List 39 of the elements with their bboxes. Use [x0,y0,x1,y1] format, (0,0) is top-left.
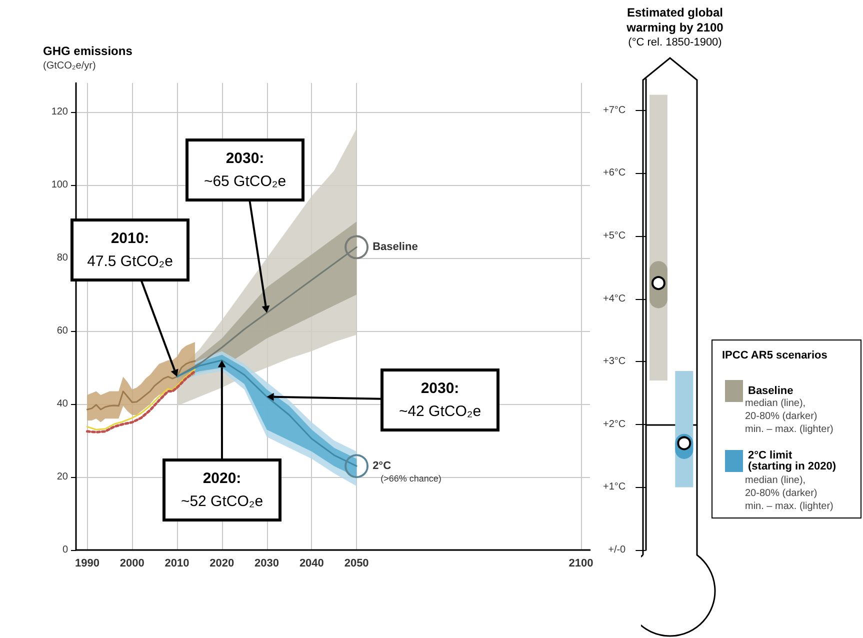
x-tick-label: 2020 [210,558,234,570]
y-tick-label: +6°C [602,168,626,179]
text: median (line), 20-80% (darker) min. – max. (lighter) [745,398,834,435]
y-tick-label: 60 [56,326,68,337]
series-label: 2°C [372,460,392,472]
y-tick-label: 40 [56,398,68,410]
x-tick-label: 1990 [74,558,100,570]
legend-title: IPCC AR5 scenarios [722,350,828,362]
chart-subtitle: (GtCO₂e/yr) [43,60,96,72]
y-tick-label: 100 [51,180,68,191]
y-tick-label: +1°C [602,482,626,493]
x-tick-label: 2030 [254,558,280,570]
y-tick-label: +2°C [602,418,626,430]
chart-title: GHG emissions [43,44,133,58]
x-tick-label: 2000 [120,558,144,570]
chart-title: Estimated global warming by 2100 [626,6,724,34]
y-tick-label: +5°C [602,230,626,242]
y-tick-label: +7°C [602,104,626,116]
y-tick-label: +3°C [602,356,626,368]
annotation: 2030: ~65 GtCO₂e [204,150,286,190]
annotation: (>66% chance) [380,474,442,484]
y-tick-label: 0 [62,544,68,556]
x-tick-label: 2010 [164,558,190,570]
x-tick-label: 2040 [299,558,324,570]
legend-label: Baseline [748,385,794,397]
series-label: Baseline [372,241,418,254]
y-tick-label: +4°C [602,293,626,304]
text: median (line), 20-80% (darker) min. – max. (lighter) [745,475,834,512]
y-tick-label: 80 [56,252,68,264]
y-tick-label: 20 [56,472,68,483]
annotation: 2030: ~42 GtCO₂e [398,380,482,420]
chart-subtitle: (°C rel. 1850-1900) [628,36,722,48]
x-tick-label: 2050 [344,558,369,570]
legend-label: 2°C limit (starting in 2020) [748,450,836,472]
y-tick-label: +/-0 [608,544,626,556]
y-tick-label: 120 [51,106,68,118]
annotation: 2020: ~52 GtCO₂e [180,470,264,510]
x-tick-label: 2100 [568,558,594,570]
annotation: 2010: 47.5 GtCO₂e [87,230,173,270]
